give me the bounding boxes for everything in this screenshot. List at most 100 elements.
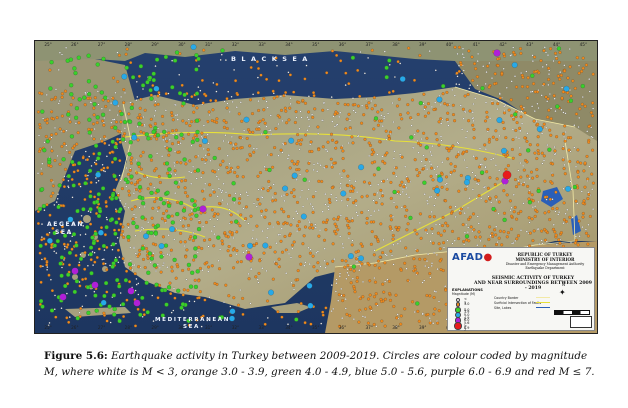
earthquake-circle xyxy=(381,159,385,163)
earthquake-circle xyxy=(330,284,333,287)
earthquake-circle xyxy=(71,196,74,199)
earthquake-circle xyxy=(352,201,356,205)
earthquake-circle xyxy=(580,190,583,193)
earthquake-circle xyxy=(511,242,514,245)
earthquake-circle xyxy=(533,110,536,112)
earthquake-circle xyxy=(188,124,192,128)
earthquake-circle xyxy=(184,98,186,101)
earthquake-circle xyxy=(345,277,348,280)
earthquake-circle xyxy=(69,92,74,97)
earthquake-circle xyxy=(194,155,198,159)
earthquake-circle xyxy=(256,76,259,79)
earthquake-circle xyxy=(415,301,420,306)
earthquake-circle xyxy=(159,254,164,259)
earthquake-circle xyxy=(280,227,283,230)
earthquake-circle xyxy=(165,209,169,213)
earthquake-circle xyxy=(423,193,426,196)
earthquake-circle xyxy=(239,193,242,196)
earthquake-circle xyxy=(541,66,544,68)
earthquake-circle xyxy=(208,296,211,299)
earthquake-circle xyxy=(380,180,383,183)
earthquake-circle xyxy=(478,235,482,239)
earthquake-circle xyxy=(325,218,329,222)
earthquake-circle xyxy=(477,183,480,186)
earthquake-circle xyxy=(393,201,395,204)
earthquake-circle xyxy=(232,266,236,270)
earthquake-circle xyxy=(125,47,129,51)
earthquake-circle xyxy=(125,167,128,169)
earthquake-circle xyxy=(276,310,280,314)
earthquake-circle xyxy=(463,243,466,246)
earthquake-circle xyxy=(201,137,204,139)
earthquake-circle xyxy=(164,92,168,96)
earthquake-circle xyxy=(509,54,512,57)
earthquake-circle xyxy=(373,103,377,107)
earthquake-circle xyxy=(143,217,147,221)
earthquake-circle xyxy=(381,194,385,198)
earthquake-circle xyxy=(335,290,337,293)
earthquake-circle xyxy=(49,308,55,313)
earthquake-circle xyxy=(109,264,111,267)
earthquake-circle xyxy=(153,114,156,117)
earthquake-circle xyxy=(550,107,552,110)
earthquake-circle xyxy=(393,157,395,160)
earthquake-circle xyxy=(566,91,570,95)
earthquake-circle xyxy=(61,266,63,269)
earthquake-circle xyxy=(153,122,157,126)
earthquake-circle xyxy=(227,294,231,298)
earthquake-circle xyxy=(143,174,147,178)
earthquake-circle xyxy=(119,111,124,117)
earthquake-circle xyxy=(569,94,573,98)
earthquake-circle xyxy=(526,85,530,89)
earthquake-circle xyxy=(400,155,404,159)
earthquake-circle xyxy=(534,70,538,74)
earthquake-circle xyxy=(40,167,43,170)
earthquake-circle xyxy=(268,129,271,132)
earthquake-circle xyxy=(100,112,106,117)
earthquake-circle xyxy=(404,246,408,250)
earthquake-circle xyxy=(435,290,437,293)
earthquake-circle xyxy=(568,48,571,50)
earthquake-circle xyxy=(202,48,206,52)
earthquake-circle xyxy=(421,312,424,315)
earthquake-circle xyxy=(530,170,534,174)
earthquake-circle xyxy=(93,293,98,298)
earthquake-circle xyxy=(229,213,233,217)
earthquake-circle xyxy=(376,166,381,171)
earthquake-circle xyxy=(515,121,519,125)
earthquake-circle xyxy=(207,265,211,269)
earthquake-circle xyxy=(129,161,133,165)
earthquake-circle xyxy=(372,127,376,131)
earthquake-circle xyxy=(455,83,458,85)
earthquake-circle xyxy=(288,166,292,170)
earthquake-circle xyxy=(407,179,411,183)
earthquake-circle xyxy=(77,161,82,166)
earthquake-circle xyxy=(102,293,107,299)
earthquake-circle xyxy=(278,115,282,119)
earthquake-circle xyxy=(225,165,229,169)
earthquake-circle xyxy=(476,60,479,63)
earthquake-circle xyxy=(373,249,376,252)
earthquake-circle xyxy=(201,171,205,175)
earthquake-circle xyxy=(415,249,419,253)
earthquake-circle xyxy=(474,67,478,71)
earthquake-circle xyxy=(73,115,79,120)
earthquake-circle xyxy=(260,133,263,135)
earthquake-circle xyxy=(247,277,251,281)
earthquake-circle xyxy=(149,93,153,97)
earthquake-circle xyxy=(245,136,249,140)
earthquake-circle xyxy=(543,195,547,199)
coordinate-tick-label: 37° xyxy=(365,42,373,47)
coordinate-tick-label: 31° xyxy=(204,42,213,47)
earthquake-circle xyxy=(248,130,252,134)
earthquake-circle xyxy=(261,267,264,270)
earthquake-circle xyxy=(190,212,194,216)
earthquake-circle xyxy=(330,96,333,98)
earthquake-circle xyxy=(123,205,126,208)
earthquake-circle xyxy=(436,320,438,322)
earthquake-circle xyxy=(592,107,594,110)
earthquake-circle xyxy=(437,120,441,124)
earthquake-circle xyxy=(201,101,205,105)
earthquake-circle xyxy=(408,196,411,199)
earthquake-circle xyxy=(165,139,169,143)
